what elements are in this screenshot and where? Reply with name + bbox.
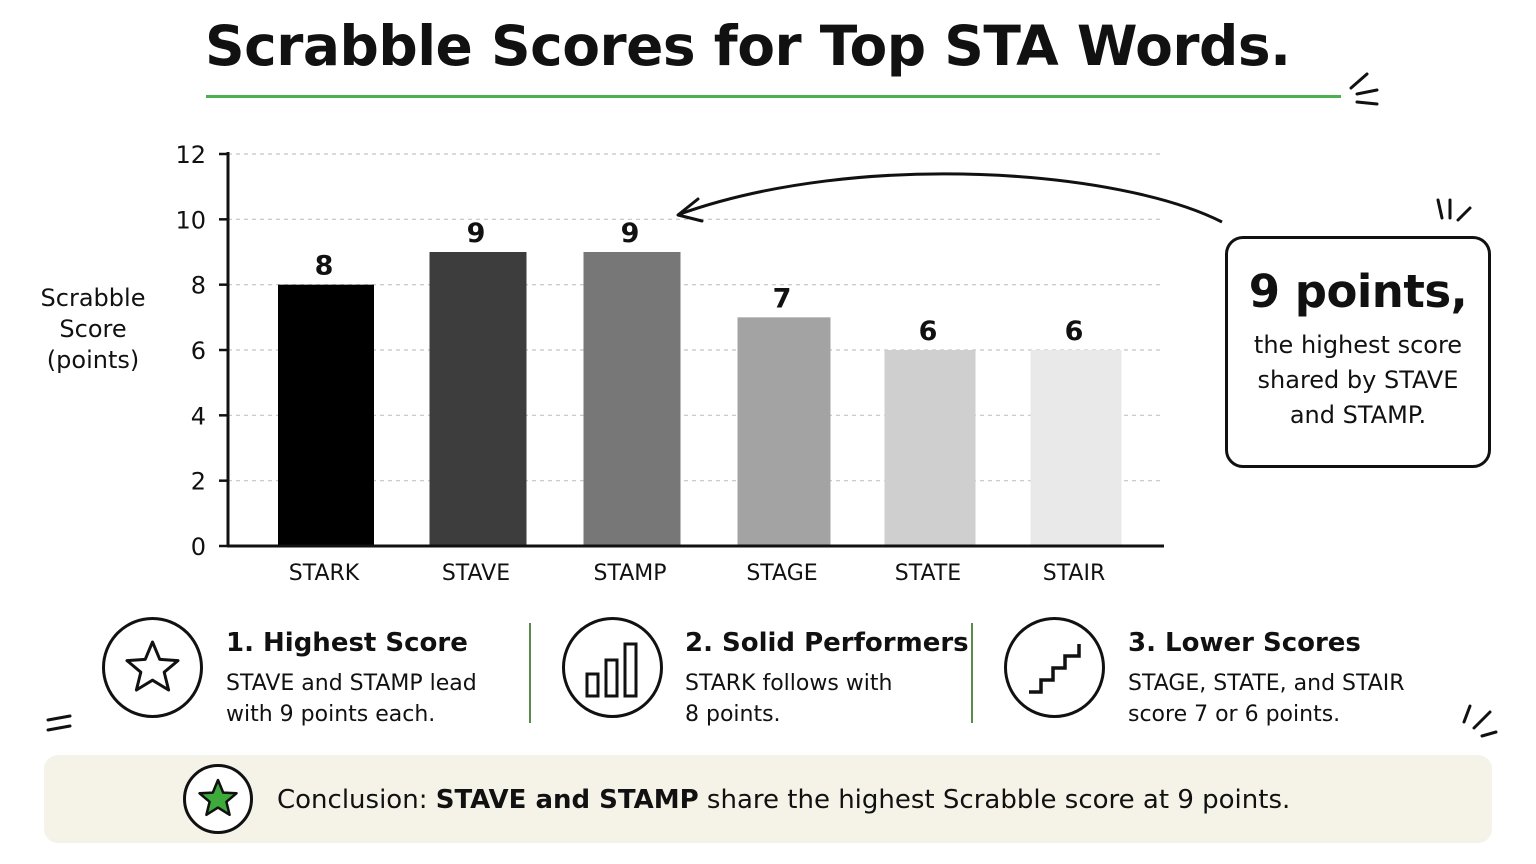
conclusion-banner — [44, 755, 1492, 843]
conclusion-suffix: share the highest Scrabble score at 9 po… — [698, 785, 1291, 815]
callout-box: 9 points, the highest score shared by ST… — [1225, 236, 1491, 468]
data-label: 9 — [467, 218, 486, 249]
y-tick-label: 6 — [191, 337, 206, 365]
takeaway-line: STAVE and STAMP lead — [226, 671, 477, 696]
gridlines — [228, 153, 1160, 482]
bar-stair — [1030, 350, 1122, 546]
y-axis-label-line: Scrabble — [40, 284, 146, 312]
page-title: Scrabble Scores for Top STA Words. — [205, 14, 1291, 78]
takeaway-line: STARK follows with — [685, 671, 893, 696]
callout-text: the highest score shared by STAVE and ST… — [1228, 328, 1488, 433]
conclusion-text: Conclusion: STAVE and STAMP share the hi… — [277, 785, 1290, 815]
callout-headline: 9 points, — [1248, 265, 1468, 318]
bar-stave — [429, 252, 527, 546]
y-tick-label: 0 — [191, 533, 206, 561]
takeaway-heading-3: 3. Lower Scores — [1128, 628, 1361, 658]
y-tick-label: 10 — [175, 206, 206, 234]
takeaway-body-2: STARK follows with 8 points. — [685, 668, 892, 730]
arrow-head-icon — [676, 197, 704, 223]
y-tick-label: 8 — [191, 272, 206, 300]
callout-line: and STAMP. — [1289, 401, 1427, 429]
x-axis-categories: STARK STAVE STAMP STAGE STATE STAIR — [289, 561, 1106, 586]
data-label: 7 — [773, 283, 792, 314]
data-labels: 8 9 9 7 6 6 — [315, 218, 1084, 347]
bar-stark — [278, 284, 374, 546]
y-axis-label-line: (points) — [46, 346, 140, 374]
bar-chart-icon — [562, 617, 663, 718]
y-axis-label: Scrabble Score (points) — [18, 283, 168, 376]
data-label: 6 — [919, 316, 938, 347]
y-tick-label: 4 — [191, 402, 206, 430]
x-tick-label: STARK — [289, 561, 360, 586]
bars — [278, 252, 1122, 546]
takeaway-line: 8 points. — [685, 702, 781, 727]
bar-stage — [737, 317, 831, 546]
divider — [529, 623, 531, 723]
conclusion-prefix: Conclusion: — [277, 785, 436, 815]
conclusion-bold: STAVE and STAMP — [435, 785, 699, 815]
x-tick-label: STATE — [895, 561, 961, 586]
title-underline — [206, 95, 1341, 98]
stairs-icon — [1004, 617, 1105, 718]
takeaway-line: score 7 or 6 points. — [1128, 702, 1341, 727]
star-icon — [102, 617, 203, 718]
sparkle-left-icon — [46, 714, 72, 732]
sparkle-callout-icon — [1436, 198, 1472, 222]
x-tick-label: STAMP — [594, 561, 667, 586]
data-label: 9 — [621, 218, 640, 249]
bar-state — [884, 350, 976, 546]
sparkle-top-right-icon — [1349, 72, 1379, 106]
x-tick-label: STAVE — [442, 561, 510, 586]
takeaway-body-1: STAVE and STAMP lead with 9 points each. — [226, 668, 477, 730]
x-tick-label: STAIR — [1043, 561, 1106, 586]
data-label: 6 — [1065, 316, 1084, 347]
x-tick-label: STAGE — [746, 561, 817, 586]
callout-arrow — [679, 172, 1223, 224]
y-tick-label: 12 — [175, 141, 206, 169]
takeaway-heading-2: 2. Solid Performers — [685, 628, 969, 658]
y-axis-label-line: Score — [59, 315, 127, 343]
bar-stamp — [583, 252, 681, 546]
takeaway-body-3: STAGE, STATE, and STAIR score 7 or 6 poi… — [1128, 668, 1405, 730]
y-tick-label: 2 — [191, 468, 206, 496]
callout-line: the highest score — [1253, 331, 1463, 359]
callout-line: shared by STAVE — [1257, 366, 1459, 394]
divider — [971, 623, 973, 723]
takeaway-heading-1: 1. Highest Score — [226, 628, 468, 658]
green-star-icon — [183, 764, 253, 834]
data-label: 8 — [315, 251, 334, 282]
takeaway-line: with 9 points each. — [226, 702, 436, 727]
y-axis-ticks: 0 2 4 6 8 10 12 — [175, 141, 228, 561]
sparkle-bottom-right-icon — [1462, 704, 1498, 738]
takeaway-line: STAGE, STATE, and STAIR — [1128, 671, 1405, 696]
